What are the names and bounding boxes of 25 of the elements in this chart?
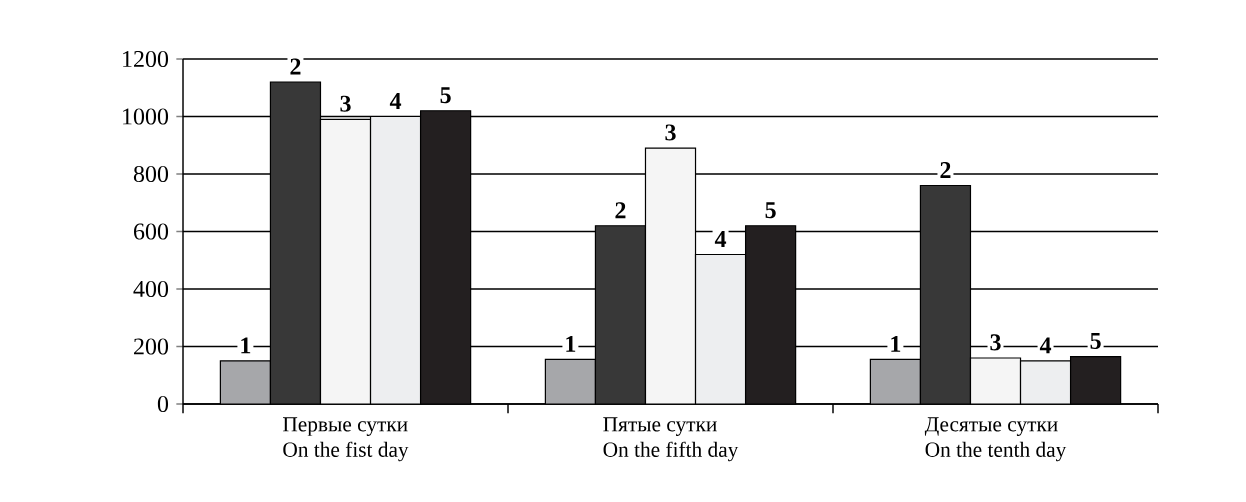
series-label: 3	[665, 124, 676, 141]
text: 2	[615, 202, 626, 219]
x-tick-label: Первые сутки On the fist day	[283, 417, 409, 462]
y-tick-label: 200	[134, 338, 169, 355]
y-tick-label: 1000	[123, 108, 169, 125]
x-tick-label: Десятые сутки On the tenth day	[924, 417, 1067, 462]
y-tick-label: 400	[133, 280, 169, 298]
y-tick-label: 1200	[123, 50, 169, 68]
text: 3	[340, 95, 351, 112]
x-tick-label: Пятые сутки On the fifth day	[603, 417, 739, 462]
text: 2	[940, 162, 951, 178]
y-tick-label: 0	[157, 395, 169, 413]
series-label: 1	[566, 335, 576, 352]
text: 1	[241, 337, 251, 354]
y-tick-label: 600	[133, 223, 169, 240]
text: 3	[990, 334, 1001, 351]
text: 1	[891, 335, 901, 352]
series-label: 5	[440, 87, 451, 104]
series-label: 4	[389, 93, 402, 109]
text: 4	[1039, 337, 1052, 354]
series-label: 2	[290, 58, 301, 75]
y-tick-label: 800	[133, 165, 169, 183]
text: 5	[765, 202, 776, 219]
text: 4	[714, 231, 727, 247]
text: 5	[1090, 332, 1101, 349]
